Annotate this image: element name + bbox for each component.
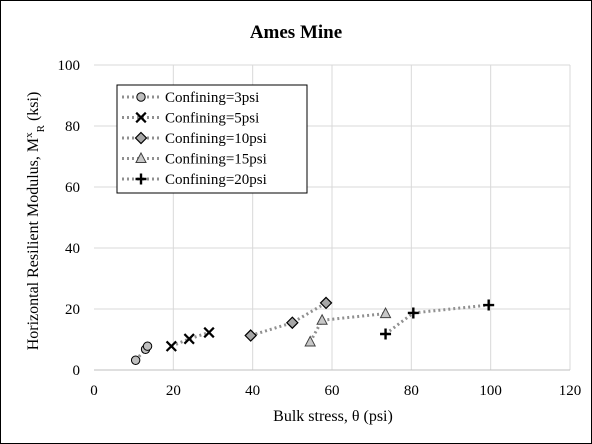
x-tick-label: 80 [404,383,419,399]
series-line [170,331,210,348]
legend: Confining=3psi Confining=5psi Confining=10… [116,84,308,194]
y-tick-label: 80 [65,119,80,135]
series-1 [130,341,153,365]
legend-marker-shape [136,92,146,102]
legend-label: Confining=20psi [165,172,267,188]
data-point-shape [183,333,195,345]
y-tick-label: 40 [65,241,80,257]
data-point-shape [483,299,495,311]
data-point [130,355,141,365]
data-point [407,307,419,319]
axes: 0 20 40 60 80 100 120 0 20 40 60 80 100 [58,58,582,399]
legend-marker [134,131,148,145]
data-point [285,316,299,330]
data-point [244,329,258,342]
y-axis-label-main: Horizontal Resilient Modulus, M [25,138,42,350]
x-tick-label: 100 [479,383,502,399]
legend-marker-shape [135,111,147,124]
series-2 [165,326,215,352]
data-point-shape [316,313,328,325]
data-point [203,326,215,339]
legend-label: Confining=3psi [165,90,259,106]
legend-item: Confining=10psi [122,131,267,147]
data-point [165,340,177,352]
legend-label: Confining=15psi [165,152,267,168]
series-line [384,303,489,336]
data-point-shape [379,307,392,319]
legend-label: Confining=5psi [165,111,259,127]
legend-marker [135,151,147,163]
legend-label: Confining=10psi [165,131,267,147]
data-point-shape [165,340,177,352]
data-point-shape [244,329,258,342]
legend-marker [135,111,147,124]
series-5 [380,299,495,340]
data-point-shape [380,328,392,340]
y-axis-label: Horizontal Resilient Modulus, MxR (ksi) [23,92,47,351]
data-point-shape [285,316,299,330]
data-point [316,313,328,325]
data-point [483,299,495,311]
legend-marker [136,92,146,102]
x-tick-label: 60 [325,383,340,399]
series-layer [130,296,495,365]
y-tick-label: 0 [73,363,81,379]
legend-marker [135,173,147,185]
gridlines [94,64,571,370]
data-point-shape [407,307,419,319]
series-line [250,301,327,337]
y-axis-label-subscript: R [35,124,47,132]
x-tick-label: 120 [559,383,582,399]
y-axis-label-unit: (ksi) [25,92,42,125]
legend-marker-shape [135,151,147,163]
data-point-shape [142,341,153,351]
series-4 [304,307,392,347]
chart-title: Ames Mine [250,22,342,43]
series-3 [244,296,333,342]
legend-item: Confining=15psi [122,152,267,168]
y-tick-label: 20 [65,302,80,318]
data-point-shape [203,326,215,339]
y-axis-label-superscript: x [23,132,35,138]
data-point [183,333,195,345]
data-point-shape [319,296,333,310]
legend-item: Confining=5psi [122,111,259,127]
x-tick-label: 0 [90,383,98,399]
data-point-shape [130,355,141,365]
x-axis-label: Bulk stress, θ (psi) [273,408,393,425]
data-point-shape [304,335,317,347]
data-point [380,328,392,340]
data-point [142,341,153,351]
legend-item: Confining=3psi [122,90,259,106]
legend-item: Confining=20psi [122,172,267,188]
data-point [319,296,333,310]
legend-marker-shape [134,131,148,145]
y-tick-label: 60 [65,180,80,196]
data-point [304,335,317,347]
legend-items: Confining=3psi Confining=5psi Confining=10… [122,90,267,188]
x-tick-label: 20 [166,383,181,399]
y-tick-label: 100 [58,58,81,74]
x-tick-label: 40 [245,383,260,399]
data-point [379,307,392,319]
legend-marker-shape [135,173,147,185]
